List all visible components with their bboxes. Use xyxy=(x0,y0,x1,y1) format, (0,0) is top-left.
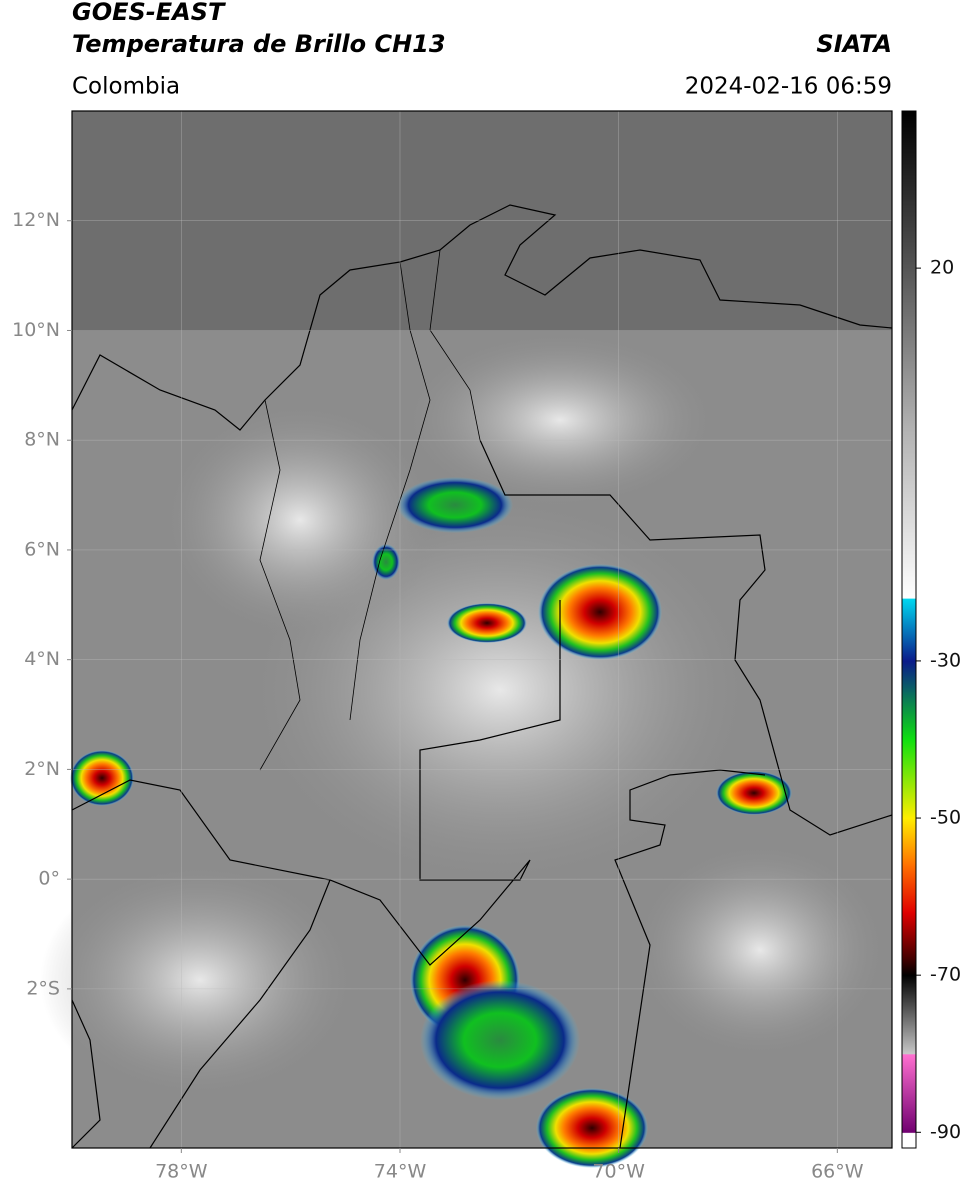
borders xyxy=(71,204,893,1149)
storm xyxy=(70,750,134,806)
x-tick-label: 70°W xyxy=(592,1161,645,1183)
y-tick-label: 10°N xyxy=(12,319,60,341)
colorbar-tick-label: -50 xyxy=(930,807,961,829)
colorbar-segment xyxy=(902,268,916,426)
datetime: 2024-02-16 06:59 xyxy=(685,74,892,100)
map-frame xyxy=(71,110,893,1149)
department-borders xyxy=(259,249,481,771)
y-tick-label: 2°N xyxy=(24,758,60,780)
subtitle: Temperatura de Brillo CH13 xyxy=(72,30,446,58)
cloud-field xyxy=(160,400,440,640)
colorbar-segment xyxy=(902,1132,916,1134)
y-tick-label: 4°N xyxy=(24,648,60,670)
cloud-field xyxy=(400,330,720,510)
colorbar-segment xyxy=(902,865,916,913)
colorbar-segment xyxy=(902,660,916,693)
colorbar-frame xyxy=(901,110,917,1149)
colorbar-segment xyxy=(902,912,916,960)
storm xyxy=(372,544,400,580)
colorbar-segment xyxy=(902,425,916,599)
map xyxy=(40,111,893,1168)
colorbar-segment xyxy=(902,739,916,819)
y-tick-label: 2°S xyxy=(26,977,60,999)
colorbar-tick-label: 20 xyxy=(930,257,954,279)
colorbar-segment xyxy=(902,1053,916,1056)
colorbar-segment xyxy=(902,959,916,976)
storm xyxy=(716,771,792,815)
y-tick-label: 0° xyxy=(38,868,60,890)
colorbar-tick-label: -30 xyxy=(930,649,961,671)
y-tick-label: 6°N xyxy=(24,538,60,560)
storm xyxy=(538,564,662,660)
colorbar-segment xyxy=(902,111,916,269)
colorbar-segment xyxy=(902,598,916,600)
storm xyxy=(420,980,580,1100)
storm xyxy=(536,1088,648,1168)
region: Colombia xyxy=(72,74,180,100)
colorbar-segment xyxy=(902,975,916,1055)
colorbar-segment xyxy=(902,692,916,740)
colorbar-segment xyxy=(902,1054,916,1133)
storm xyxy=(447,603,527,643)
colorbar xyxy=(902,111,916,1149)
storm xyxy=(397,477,513,533)
colorbar-tick-label: -90 xyxy=(930,1121,961,1143)
title: GOES-EAST xyxy=(72,0,226,26)
colorbar-segment xyxy=(902,818,916,866)
colorbar-segment xyxy=(902,598,916,662)
x-tick-label: 74°W xyxy=(374,1161,427,1183)
cloud-field xyxy=(40,860,360,1100)
colorbar-segment xyxy=(902,1133,916,1149)
y-tick-label: 12°N xyxy=(12,209,60,231)
colorbar-tick-label: -70 xyxy=(930,964,961,986)
x-tick-label: 78°W xyxy=(155,1161,208,1183)
source: SIATA xyxy=(816,30,892,58)
x-tick-label: 66°W xyxy=(811,1161,864,1183)
cloud-field xyxy=(630,840,890,1060)
y-tick-label: 8°N xyxy=(24,429,60,451)
